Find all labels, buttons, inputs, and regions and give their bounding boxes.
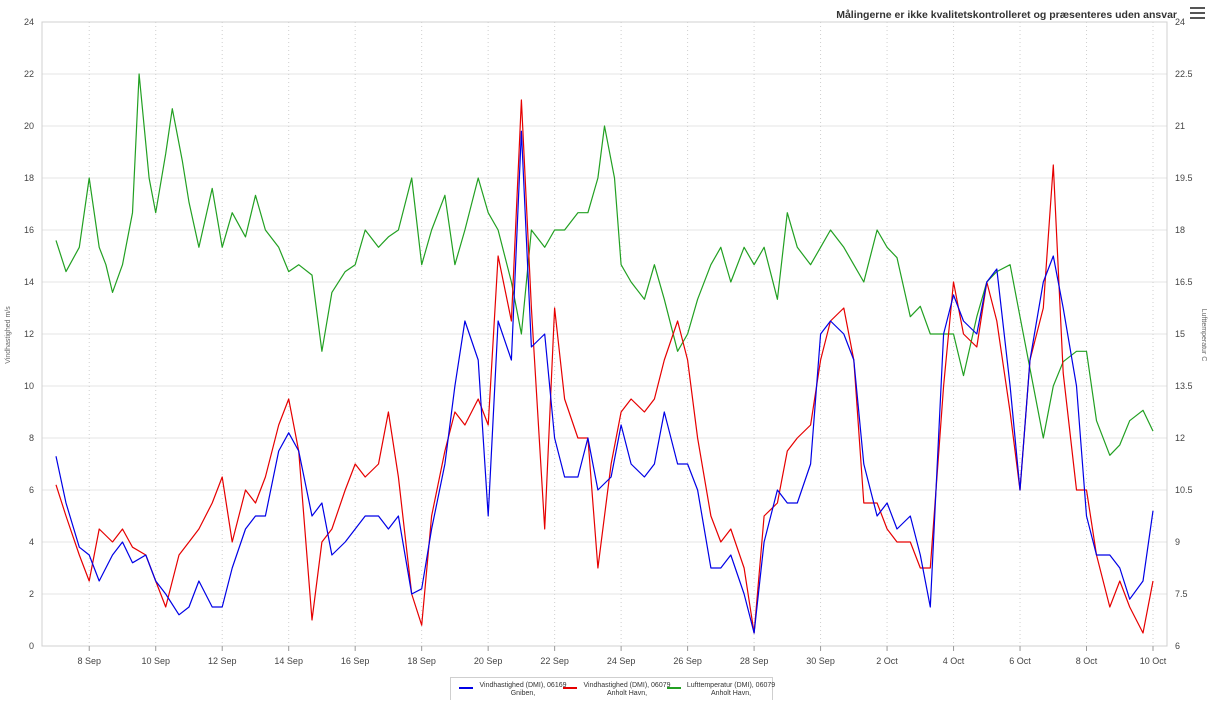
plot-area <box>41 21 1168 647</box>
left-axis-title: Vindhastighed m/s <box>5 306 12 364</box>
x-tick-label: 4 Oct <box>943 656 965 666</box>
right-tick-label: 18 <box>1175 225 1185 235</box>
x-tick-label: 8 Sep <box>77 656 101 666</box>
left-tick-label: 0 <box>29 641 34 651</box>
left-tick-label: 18 <box>24 173 34 183</box>
x-tick-label: 14 Sep <box>274 656 303 666</box>
legend-label: Lufttemperatur (DMI), 06079 Anholt Havn, <box>686 682 776 697</box>
legend-label: Vindhastighed (DMI), 06169 Gniben, <box>479 682 567 697</box>
legend-label: Vindhastighed (DMI), 06079 Anholt Havn, <box>583 682 671 697</box>
left-tick-label: 22 <box>24 69 34 79</box>
x-tick-label: 16 Sep <box>341 656 370 666</box>
legend-swatch-blue <box>459 687 473 689</box>
left-tick-label: 24 <box>24 17 34 27</box>
series-line-1 <box>55 99 1154 634</box>
right-tick-label: 24 <box>1175 17 1185 27</box>
x-tick-label: 6 Oct <box>1009 656 1031 666</box>
right-tick-label: 6 <box>1175 641 1180 651</box>
right-axis-ticks: 6 7.5 9 10.5 12 13.5 15 16.5 18 19.5 21 22.5 24 <box>1175 17 1193 651</box>
left-tick-label: 12 <box>24 329 34 339</box>
x-tick-label: 28 Sep <box>740 656 769 666</box>
legend-swatch-red <box>563 687 577 689</box>
right-tick-label: 10.5 <box>1175 485 1193 495</box>
left-tick-label: 8 <box>29 433 34 443</box>
right-tick-label: 16.5 <box>1175 277 1193 287</box>
right-tick-label: 22.5 <box>1175 69 1193 79</box>
x-tick-label: 30 Sep <box>806 656 835 666</box>
left-tick-label: 4 <box>29 537 34 547</box>
left-tick-label: 2 <box>29 589 34 599</box>
right-tick-label: 19.5 <box>1175 173 1193 183</box>
series-line-2 <box>55 73 1154 456</box>
right-axis-title: Lufttemperatur C <box>1200 309 1207 362</box>
hamburger-menu-icon[interactable] <box>1190 7 1205 19</box>
x-tick-label: 8 Oct <box>1076 656 1098 666</box>
x-tick-label: 10 Oct <box>1140 656 1167 666</box>
disclaimer-notice: Målingerne er ikke kvalitetskontrolleret… <box>836 9 1177 21</box>
right-tick-label: 13.5 <box>1175 381 1193 391</box>
legend-swatch-green <box>667 687 681 689</box>
x-tick-label: 12 Sep <box>208 656 237 666</box>
left-tick-label: 16 <box>24 225 34 235</box>
x-tick-label: 22 Sep <box>540 656 569 666</box>
right-tick-label: 7.5 <box>1175 589 1188 599</box>
right-tick-label: 9 <box>1175 537 1180 547</box>
x-tick-label: 10 Sep <box>141 656 170 666</box>
left-tick-label: 6 <box>29 485 34 495</box>
x-tick-label: 24 Sep <box>607 656 636 666</box>
series-layer <box>55 73 1154 634</box>
chart-legend: Vindhastighed (DMI), 06169 Gniben, Vindh… <box>450 677 775 700</box>
left-tick-label: 14 <box>24 277 34 287</box>
left-tick-label: 10 <box>24 381 34 391</box>
right-tick-label: 12 <box>1175 433 1185 443</box>
x-tick-label: 18 Sep <box>407 656 436 666</box>
left-tick-label: 20 <box>24 121 34 131</box>
series-line-0 <box>55 130 1154 634</box>
x-tick-label: 20 Sep <box>474 656 503 666</box>
x-tick-label: 2 Oct <box>876 656 898 666</box>
right-tick-label: 21 <box>1175 121 1185 131</box>
right-tick-label: 15 <box>1175 329 1185 339</box>
x-axis-ticks: 8 Sep 10 Sep 12 Sep 14 Sep 16 Sep 18 Sep 20 Se… <box>77 646 1167 666</box>
x-tick-label: 26 Sep <box>673 656 702 666</box>
